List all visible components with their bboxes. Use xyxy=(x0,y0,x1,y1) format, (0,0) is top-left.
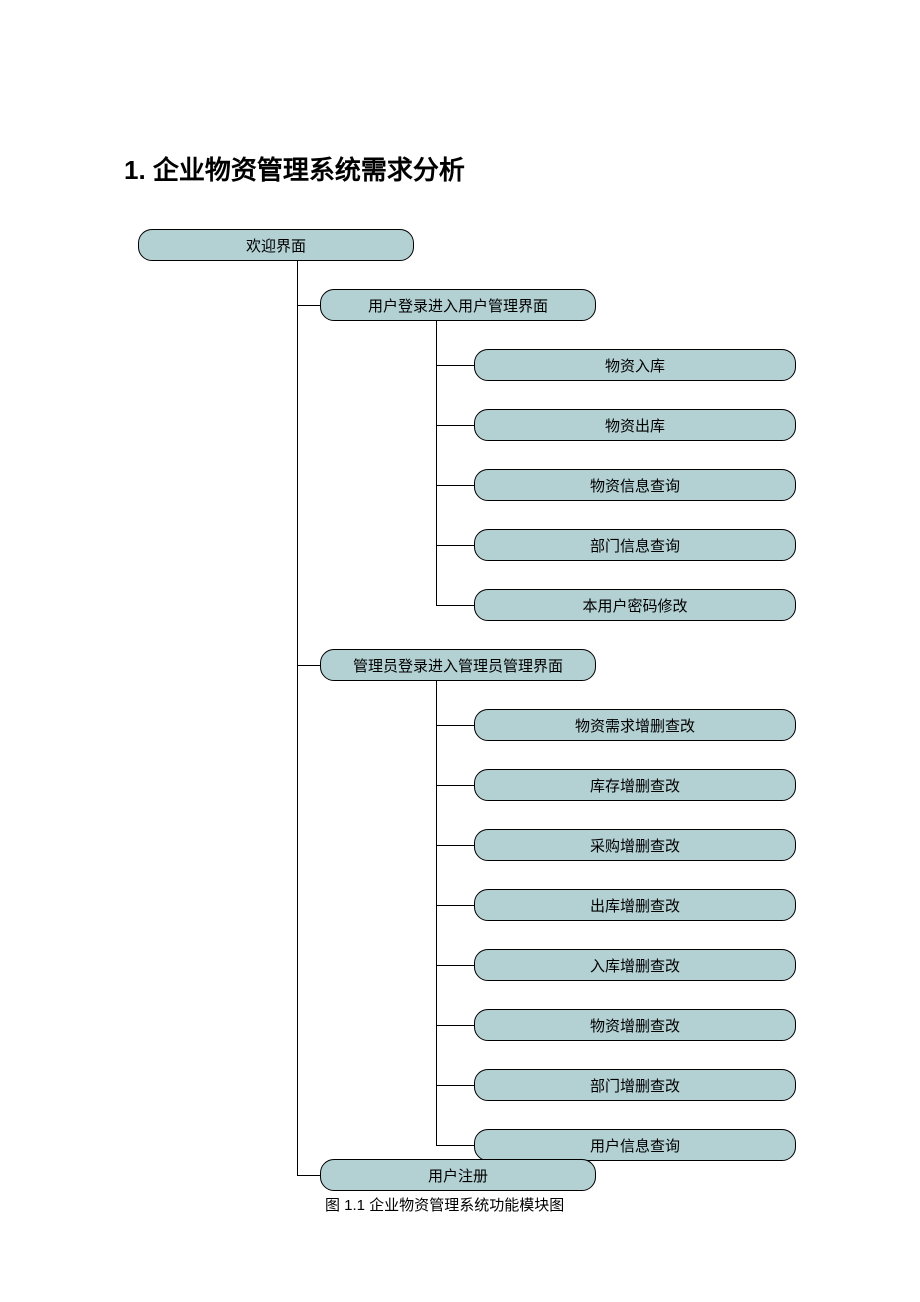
tree-node-admin_c3: 采购增删查改 xyxy=(474,829,796,861)
connector-v xyxy=(297,261,298,1175)
connector-h xyxy=(436,1025,474,1026)
tree-node-user_c4: 部门信息查询 xyxy=(474,529,796,561)
tree-node-label: 本用户密码修改 xyxy=(582,595,687,616)
tree-node-admin_c7: 部门增删查改 xyxy=(474,1069,796,1101)
tree-node-user_c2: 物资出库 xyxy=(474,409,796,441)
connector-h xyxy=(436,725,474,726)
tree-node-label: 部门信息查询 xyxy=(590,535,680,556)
tree-node-label: 物资出库 xyxy=(605,415,665,436)
connector-h xyxy=(436,545,474,546)
tree-node-label: 欢迎界面 xyxy=(246,235,306,256)
tree-node-admin_c6: 物资增删查改 xyxy=(474,1009,796,1041)
section-heading: 1. 企业物资管理系统需求分析 xyxy=(124,150,465,187)
tree-node-register: 用户注册 xyxy=(320,1159,596,1191)
connector-h xyxy=(436,1145,474,1146)
tree-node-user_c3: 物资信息查询 xyxy=(474,469,796,501)
tree-node-label: 用户注册 xyxy=(428,1165,488,1186)
connector-h xyxy=(436,845,474,846)
tree-node-label: 入库增删查改 xyxy=(590,955,680,976)
tree-node-user_c1: 物资入库 xyxy=(474,349,796,381)
tree-node-root: 欢迎界面 xyxy=(138,229,414,261)
connector-h xyxy=(297,305,320,306)
tree-node-admin_c8: 用户信息查询 xyxy=(474,1129,796,1161)
connector-v xyxy=(436,321,437,605)
connector-h xyxy=(436,605,474,606)
tree-node-label: 物资信息查询 xyxy=(590,475,680,496)
tree-node-label: 物资增删查改 xyxy=(590,1015,680,1036)
tree-node-label: 物资入库 xyxy=(605,355,665,376)
tree-node-label: 管理员登录进入管理员管理界面 xyxy=(353,655,563,676)
tree-node-user_c5: 本用户密码修改 xyxy=(474,589,796,621)
connector-h xyxy=(436,1085,474,1086)
connector-h xyxy=(297,665,320,666)
tree-node-label: 部门增删查改 xyxy=(590,1075,680,1096)
tree-node-user_login: 用户登录进入用户管理界面 xyxy=(320,289,596,321)
tree-node-admin_c2: 库存增删查改 xyxy=(474,769,796,801)
connector-h xyxy=(297,1175,320,1176)
tree-node-label: 出库增删查改 xyxy=(590,895,680,916)
tree-node-admin_login: 管理员登录进入管理员管理界面 xyxy=(320,649,596,681)
connector-h xyxy=(436,905,474,906)
tree-node-admin_c1: 物资需求增删查改 xyxy=(474,709,796,741)
tree-node-label: 物资需求增删查改 xyxy=(575,715,695,736)
connector-v xyxy=(436,681,437,1145)
connector-h xyxy=(436,485,474,486)
tree-node-label: 用户信息查询 xyxy=(590,1135,680,1156)
connector-h xyxy=(436,365,474,366)
figure-caption: 图 1.1 企业物资管理系统功能模块图 xyxy=(325,1194,564,1215)
tree-node-admin_c5: 入库增删查改 xyxy=(474,949,796,981)
tree-node-label: 采购增删查改 xyxy=(590,835,680,856)
tree-node-label: 用户登录进入用户管理界面 xyxy=(368,295,548,316)
connector-h xyxy=(436,785,474,786)
tree-node-label: 库存增删查改 xyxy=(590,775,680,796)
connector-h xyxy=(436,965,474,966)
tree-node-admin_c4: 出库增删查改 xyxy=(474,889,796,921)
connector-h xyxy=(436,425,474,426)
